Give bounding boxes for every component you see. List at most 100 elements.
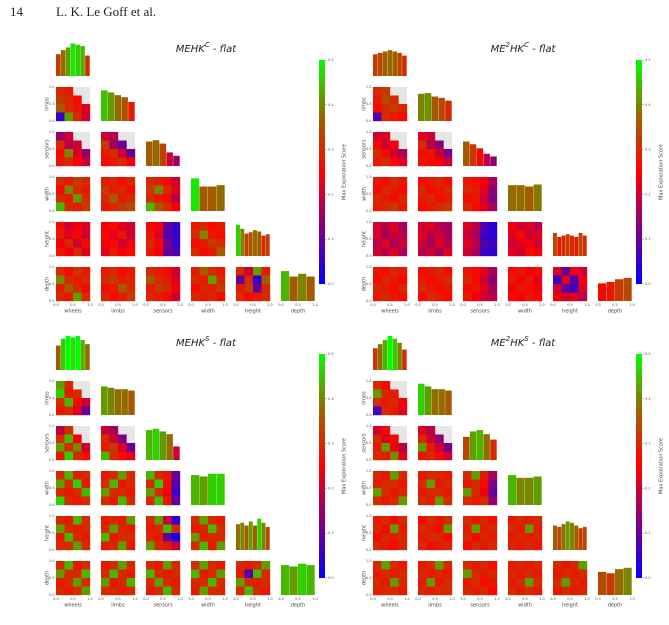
column-label: limbs [428,309,442,315]
heatmap-cell [109,149,119,158]
heatmap-cell [488,516,498,525]
heatmap-cell [101,471,110,480]
colorbar-tick-label: 0.2 [328,486,334,490]
heatmap-cell [73,157,82,167]
heatmap-cell [118,524,127,534]
heatmap-cell [390,479,399,489]
heatmap-cell [81,284,91,293]
histogram-bar [438,97,445,121]
heatmap-cell [488,488,498,497]
heatmap-cell [126,275,136,285]
histogram-bar [445,390,452,415]
heatmap-cell [101,284,110,293]
heatmap-cell [146,194,155,203]
heatmap-cell [216,569,226,579]
heatmap-cell [56,239,65,248]
heatmap-cell [154,541,164,551]
heatmap-cell [73,488,82,497]
heatmap-cell [533,586,543,596]
histogram-bar [387,50,393,76]
heatmap-cell [480,267,489,276]
x-tick-label: 1.0 [267,597,273,601]
y-tick-label: 0.0 [366,299,372,303]
column-label: limbs [111,603,125,609]
heatmap-cell [109,434,119,444]
heatmap-cell [516,516,526,525]
heatmap-cell [199,292,209,302]
heatmap-cell [73,292,82,302]
histogram-bar [377,344,383,370]
x-tick-label: 0.0 [188,303,194,307]
heatmap-cell [398,471,408,480]
heatmap-cell [443,157,453,167]
heatmap-cell [146,267,155,276]
x-tick-label: 1.0 [629,597,635,601]
heatmap-cell [426,149,436,158]
heatmap-cell [390,194,399,203]
heatmap-cell [73,149,82,158]
heatmap-cell [109,488,119,497]
x-tick-label: 0.0 [143,303,149,307]
heatmap-cell [390,239,399,248]
heatmap-cell [373,496,382,506]
y-tick-label: 1.0 [49,514,55,518]
heatmap-cell [488,561,498,570]
x-tick-label: 0.5 [295,303,301,307]
heatmap-cell [443,488,453,497]
heatmap-cell [56,426,65,435]
heatmap-cell [56,149,65,158]
heatmap-cell [236,569,245,579]
heatmap-cell [199,516,209,525]
heatmap-cell [398,561,408,570]
y-tick-label: 1.0 [49,379,55,383]
heatmap-cell [480,222,489,231]
column-label: sensors [470,603,490,609]
heatmap-cell [508,230,517,240]
heatmap-cell [244,292,254,302]
heatmap-cell [118,569,127,579]
x-tick-label: 0.5 [522,597,528,601]
column-label: width [201,603,215,609]
heatmap-cell [435,149,444,158]
colorbar-tick-label: 0.1 [328,237,334,241]
heatmap-cell [480,239,489,248]
heatmap-cell [73,451,82,461]
heatmap-cell [435,578,444,587]
heatmap-cell [435,524,444,534]
heatmap-cell [73,541,82,551]
heatmap-cell [508,284,517,293]
heatmap-cell [118,516,127,525]
histogram-bar [463,436,470,460]
heatmap-cell [126,202,136,212]
x-tick-label: 1.0 [539,597,545,601]
heatmap-cell [488,541,498,551]
heatmap-cell [154,471,164,480]
heatmap-cell [443,524,453,534]
heatmap-cell [216,292,226,302]
column-label: wheels [64,603,82,609]
y-tick-label: 0.0 [366,164,372,168]
heatmap-cell [373,132,382,141]
heatmap-cell [488,177,498,186]
heatmap-cell [126,541,136,551]
column-label: sensors [153,603,173,609]
x-tick-label: 0.5 [70,303,76,307]
heatmap-cell [191,524,200,534]
heatmap-cell [101,516,110,525]
y-tick-label: 0.5 [49,576,55,580]
histogram-bar [533,184,542,211]
histogram-bar [114,389,122,415]
heatmap-cell [126,451,136,461]
heatmap-cell [381,516,391,525]
heatmap-cell [418,230,427,240]
heatmap-cell [525,275,534,285]
heatmap-cell [578,561,588,570]
histogram-bar [565,521,570,550]
heatmap-cell [533,516,543,525]
row-label: limbs [362,391,368,405]
heatmap-cell [525,239,534,248]
heatmap-cell [525,533,534,542]
heatmap-cell [373,516,382,525]
heatmap-cell [570,275,579,285]
x-tick-label: 1.0 [87,597,93,601]
